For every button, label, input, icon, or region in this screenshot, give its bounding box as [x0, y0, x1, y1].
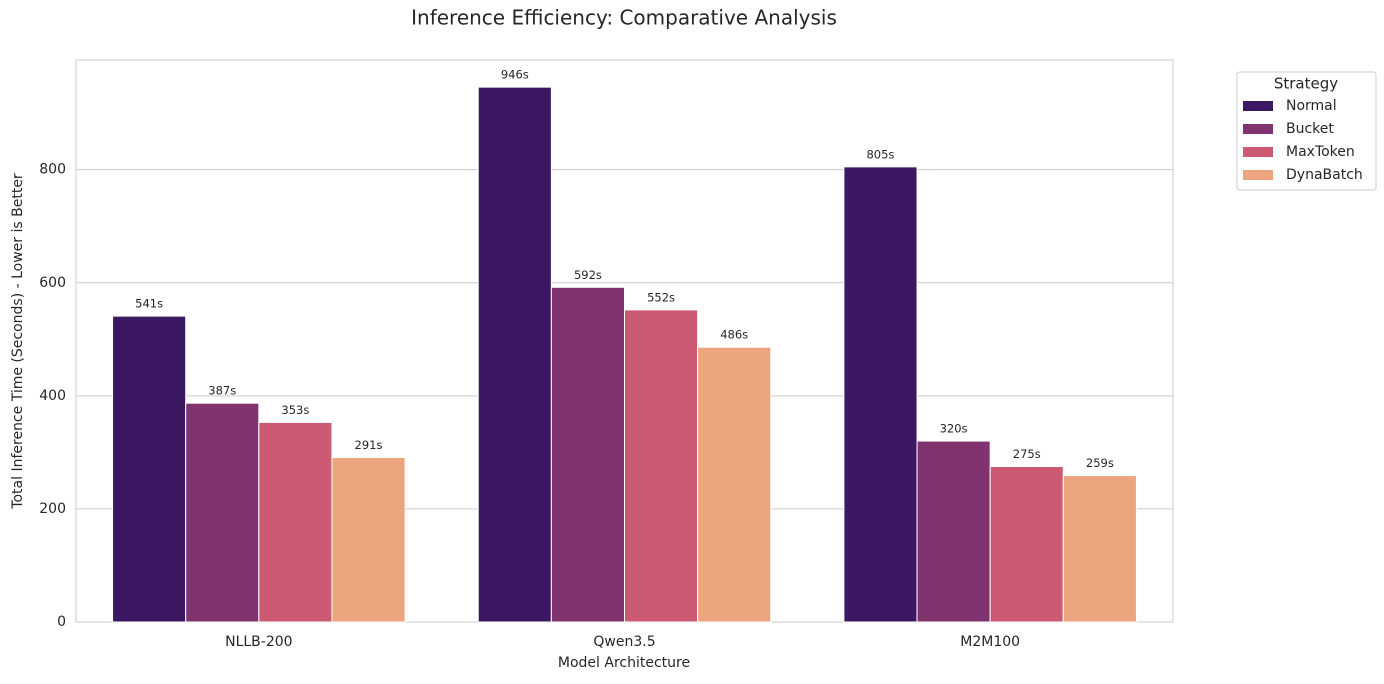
y-tick-label: 600: [39, 275, 66, 291]
bar: [112, 315, 187, 623]
value-label: 275s: [1013, 447, 1041, 461]
value-label: 541s: [135, 297, 163, 311]
y-axis-label: Total Inference Time (Seconds) - Lower i…: [10, 173, 26, 510]
y-tick-label: 800: [39, 162, 66, 178]
value-label: 353s: [281, 403, 309, 417]
x-tick-label: NLLB-200: [225, 634, 292, 650]
bar: [989, 466, 1064, 623]
legend-swatch: [1243, 170, 1273, 180]
chart-title: Inference Efficiency: Comparative Analys…: [411, 6, 837, 30]
legend-label: DynaBatch: [1286, 167, 1363, 183]
x-tick-label: M2M100: [960, 634, 1020, 650]
y-tick-label: 200: [39, 501, 66, 517]
value-label: 946s: [501, 68, 529, 82]
bar: [185, 402, 260, 623]
value-label: 592s: [574, 268, 602, 282]
value-label: 320s: [940, 422, 968, 436]
bar: [550, 286, 625, 623]
y-tick-label: 400: [39, 388, 66, 404]
legend-title: Strategy: [1274, 75, 1338, 93]
bar: [697, 346, 772, 623]
bar: [843, 166, 918, 623]
bar: [624, 309, 699, 623]
legend-label: Normal: [1286, 98, 1337, 114]
bar: [477, 86, 552, 623]
bar: [258, 421, 333, 623]
legend-swatch: [1243, 101, 1273, 111]
value-label: 805s: [866, 147, 894, 161]
legend-label: MaxToken: [1286, 144, 1355, 160]
legend-swatch: [1243, 124, 1273, 134]
value-label: 291s: [355, 438, 383, 452]
bar: [331, 456, 406, 623]
bar: [1062, 475, 1137, 623]
value-label: 486s: [720, 328, 748, 342]
y-tick-label: 0: [57, 614, 66, 630]
x-tick-label: Qwen3.5: [593, 634, 655, 650]
legend-swatch: [1243, 147, 1273, 157]
value-label: 259s: [1086, 456, 1114, 470]
legend-label: Bucket: [1286, 121, 1334, 137]
value-label: 552s: [647, 290, 675, 304]
x-axis-label: Model Architecture: [558, 655, 690, 671]
value-label: 387s: [208, 384, 236, 398]
bar: [916, 440, 991, 623]
